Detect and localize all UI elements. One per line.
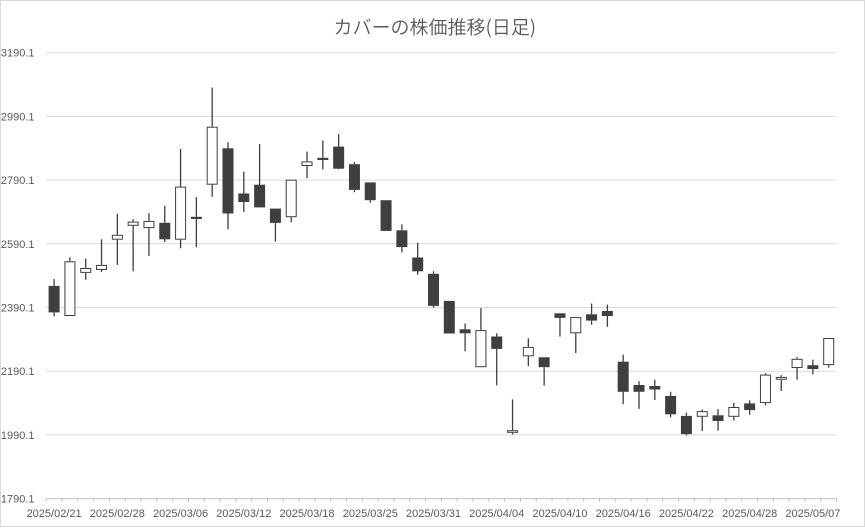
svg-text:2990.1: 2990.1 xyxy=(1,111,35,123)
svg-text:1790.1: 1790.1 xyxy=(1,494,35,506)
svg-text:2025/04/10: 2025/04/10 xyxy=(532,508,587,520)
svg-text:2025/04/16: 2025/04/16 xyxy=(596,508,651,520)
svg-text:2025/03/18: 2025/03/18 xyxy=(279,508,334,520)
svg-text:2790.1: 2790.1 xyxy=(1,175,35,187)
svg-text:2025/04/22: 2025/04/22 xyxy=(659,508,714,520)
svg-text:1990.1: 1990.1 xyxy=(1,430,35,442)
svg-text:2025/04/04: 2025/04/04 xyxy=(469,508,524,520)
svg-text:2025/03/31: 2025/03/31 xyxy=(406,508,461,520)
svg-text:3190.1: 3190.1 xyxy=(1,48,35,60)
svg-text:2190.1: 2190.1 xyxy=(1,366,35,378)
svg-text:2025/04/28: 2025/04/28 xyxy=(722,508,777,520)
svg-text:2590.1: 2590.1 xyxy=(1,239,35,251)
svg-text:2025/03/25: 2025/03/25 xyxy=(343,508,398,520)
svg-text:2025/05/07: 2025/05/07 xyxy=(785,508,840,520)
svg-text:2025/02/21: 2025/02/21 xyxy=(27,508,82,520)
svg-text:2025/03/06: 2025/03/06 xyxy=(153,508,208,520)
svg-text:2390.1: 2390.1 xyxy=(1,303,35,315)
svg-text:2025/03/12: 2025/03/12 xyxy=(216,508,271,520)
svg-text:2025/02/28: 2025/02/28 xyxy=(90,508,145,520)
